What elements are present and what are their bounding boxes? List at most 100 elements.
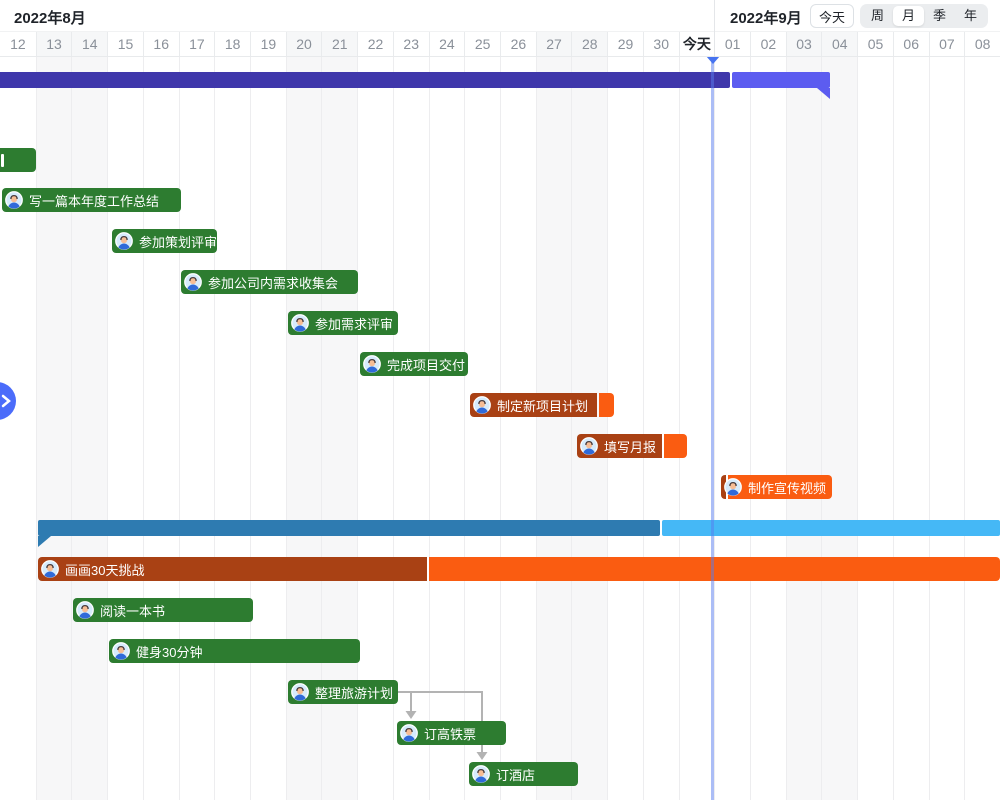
gridline <box>535 57 537 800</box>
assignee-avatar <box>5 191 23 209</box>
task-bar-segment <box>599 393 614 417</box>
date-cell: 08 <box>964 32 1000 56</box>
task-bar[interactable]: 填写月报 <box>577 434 687 458</box>
assignee-avatar <box>115 232 133 250</box>
assignee-avatar <box>400 724 418 742</box>
task-bar[interactable]: 写一篇本年度工作总结 <box>2 188 181 212</box>
date-cell: 30 <box>642 32 679 56</box>
task-bar[interactable]: 阅读一本书 <box>73 598 253 622</box>
task-bar-content: 完成项目交付 <box>360 352 468 376</box>
view-option[interactable]: 季 <box>932 8 946 23</box>
task-bar-segment <box>181 270 358 294</box>
gridline <box>964 57 966 800</box>
task-bar[interactable]: 制定新项目计划 <box>470 393 614 417</box>
sidebar-expand-button[interactable] <box>0 382 16 420</box>
task-bar-content <box>0 148 36 172</box>
assignee-avatar <box>41 560 59 578</box>
summary-bar-middle-endcap <box>38 536 51 547</box>
today-line <box>711 57 714 800</box>
task-bar-content: 参加需求评审 <box>288 311 398 335</box>
task-bar-content: 健身30分钟 <box>109 639 360 663</box>
gridline <box>821 57 823 800</box>
task-bar-segment <box>728 475 832 499</box>
weekend-band <box>785 57 822 800</box>
task-label: 填写月报 <box>604 439 657 455</box>
gridline <box>714 57 716 800</box>
date-cell: 20 <box>285 32 322 56</box>
task-label: 参加需求评审 <box>315 316 394 332</box>
task-label: 完成项目交付 <box>387 357 466 373</box>
date-cell: 07 <box>928 32 965 56</box>
summary-bar-middle[interactable] <box>38 520 660 536</box>
task-bar[interactable]: 画画30天挑战 <box>38 557 1000 581</box>
task-label: 参加策划评审 <box>139 234 217 250</box>
gridline <box>142 57 144 800</box>
view-option[interactable]: 月 <box>893 6 924 26</box>
gridline <box>392 57 394 800</box>
date-cell: 01 <box>714 32 750 56</box>
task-bar-content: 订酒店 <box>469 762 578 786</box>
date-cell: 05 <box>857 32 893 56</box>
summary-bar-middle[interactable] <box>662 520 1000 536</box>
assignee-avatar <box>580 437 598 455</box>
gridline <box>892 57 894 800</box>
task-bar[interactable]: 参加策划评审 <box>112 229 217 253</box>
month-label-august: 2022年8月 <box>14 10 86 27</box>
date-cell: 14 <box>71 32 108 56</box>
assignee-avatar <box>76 601 94 619</box>
task-bar-content: 阅读一本书 <box>73 598 253 622</box>
gridline <box>321 57 323 800</box>
task-bar-segment <box>38 557 427 581</box>
task-bar[interactable]: 整理旅游计划 <box>288 680 398 704</box>
top-toolbar: 2022年8月 2022年9月 今天 周月季 年 <box>0 0 1000 31</box>
date-cell: 28 <box>571 32 608 56</box>
assignee-avatar <box>472 765 490 783</box>
date-cell: 02 <box>750 32 786 56</box>
dependency-arrowhead-icon <box>405 711 488 760</box>
task-bar-segment <box>0 148 36 172</box>
clipped-label-fragment <box>1 153 4 167</box>
date-cell: 12 <box>10 36 26 52</box>
task-bar-segment <box>109 639 360 663</box>
task-bar[interactable] <box>0 148 36 172</box>
gridline <box>607 57 609 800</box>
task-label: 订高铁票 <box>424 726 477 742</box>
task-bar[interactable]: 完成项目交付 <box>360 352 468 376</box>
task-bar[interactable]: 参加需求评审 <box>288 311 398 335</box>
task-bar[interactable]: 健身30分钟 <box>109 639 360 663</box>
task-bar-content: 填写月报 <box>577 434 687 458</box>
chart-area: 写一篇本年度工作总结参加策划评审参加公司内需求收集会参加需求评审完成项目交付制定… <box>0 56 1000 800</box>
task-bar-segment <box>664 434 687 458</box>
date-cell: 27 <box>535 32 572 56</box>
date-cell: 23 <box>392 32 429 56</box>
date-row: 12 13 14 15 16 17 18 19 20 21 22 23 24 25 26 27 28 29 30 今天… <box>0 31 1000 57</box>
task-bar[interactable]: 参加公司内需求收集会 <box>181 270 358 294</box>
gridline <box>357 57 359 800</box>
summary-bar-top[interactable] <box>732 72 830 88</box>
view-option[interactable]: 年 <box>963 8 977 23</box>
gridline <box>107 57 109 800</box>
weekend-band <box>35 57 72 800</box>
date-cell: 15 <box>107 32 143 56</box>
summary-bar-top[interactable] <box>0 72 730 88</box>
view-option[interactable]: 周 <box>870 8 884 23</box>
gridline <box>178 57 180 800</box>
task-bar[interactable]: 制作宣传视频 <box>721 475 832 499</box>
task-bar[interactable]: 订酒店 <box>469 762 578 786</box>
today-button[interactable]: 今天 <box>810 4 855 28</box>
gridline <box>428 57 430 800</box>
month-label-september: 2022年9月 <box>730 10 802 27</box>
gridline <box>71 57 73 800</box>
task-bar-segment <box>429 557 1000 581</box>
task-bar-segment <box>2 188 181 212</box>
task-bar-content: 画画30天挑战 <box>38 557 1000 581</box>
weekend-band <box>285 57 322 800</box>
task-bar-content: 制作宣传视频 <box>721 475 832 499</box>
assignee-avatar <box>363 355 381 373</box>
gridline <box>678 57 680 800</box>
view-switcher: 周月季 年 <box>860 4 988 28</box>
task-bar[interactable]: 订高铁票 <box>397 721 506 745</box>
dependency-arrows <box>398 691 488 760</box>
date-cell: 17 <box>178 32 215 56</box>
date-cell: 26 <box>500 32 536 56</box>
